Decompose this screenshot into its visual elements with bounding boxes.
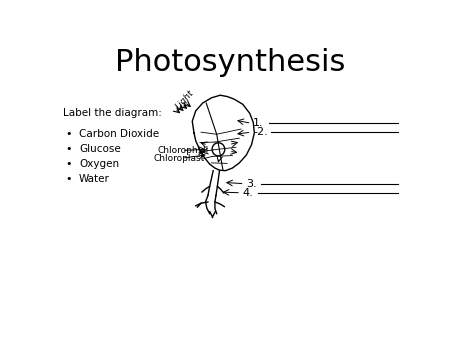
Text: Chlorophyll: Chlorophyll (158, 146, 209, 155)
Text: 3.: 3. (246, 179, 257, 189)
Text: Label the diagram:: Label the diagram: (63, 108, 162, 118)
Text: Glucose: Glucose (79, 144, 121, 154)
Text: Chloroplast: Chloroplast (153, 154, 204, 164)
Text: 4.: 4. (243, 188, 254, 198)
Text: •: • (65, 159, 72, 169)
Text: Water: Water (79, 174, 110, 184)
Text: •: • (65, 129, 72, 139)
Text: 1.: 1. (253, 118, 264, 128)
Text: •: • (65, 174, 72, 184)
Text: Carbon Dioxide: Carbon Dioxide (79, 129, 159, 139)
Text: -2.: -2. (253, 127, 268, 137)
Text: Photosynthesis: Photosynthesis (116, 48, 346, 77)
Text: •: • (65, 144, 72, 154)
Text: Oxygen: Oxygen (79, 159, 119, 169)
Text: Light: Light (174, 89, 195, 111)
